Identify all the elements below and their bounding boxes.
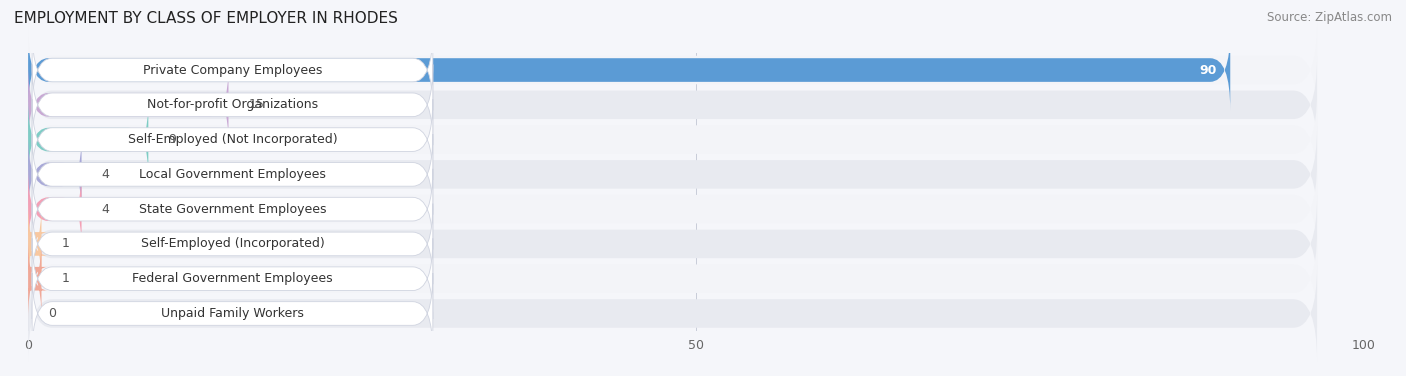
Text: 4: 4 [101, 168, 110, 181]
FancyBboxPatch shape [32, 30, 433, 111]
FancyBboxPatch shape [28, 99, 149, 180]
FancyBboxPatch shape [32, 238, 433, 319]
Text: Self-Employed (Incorporated): Self-Employed (Incorporated) [141, 237, 325, 250]
FancyBboxPatch shape [32, 64, 433, 145]
FancyBboxPatch shape [21, 238, 48, 319]
FancyBboxPatch shape [28, 91, 1317, 188]
Text: 90: 90 [1199, 64, 1218, 77]
Text: Source: ZipAtlas.com: Source: ZipAtlas.com [1267, 11, 1392, 24]
Text: 1: 1 [62, 272, 69, 285]
FancyBboxPatch shape [32, 169, 433, 250]
Text: 4: 4 [101, 203, 110, 216]
Text: 1: 1 [62, 237, 69, 250]
FancyBboxPatch shape [32, 99, 433, 180]
FancyBboxPatch shape [28, 230, 1317, 327]
Text: Unpaid Family Workers: Unpaid Family Workers [162, 307, 304, 320]
FancyBboxPatch shape [21, 203, 48, 284]
FancyBboxPatch shape [32, 203, 433, 284]
Text: 15: 15 [249, 98, 264, 111]
Text: 0: 0 [48, 307, 56, 320]
FancyBboxPatch shape [28, 30, 1230, 111]
FancyBboxPatch shape [28, 265, 1317, 362]
FancyBboxPatch shape [28, 22, 1317, 118]
FancyBboxPatch shape [28, 134, 82, 215]
FancyBboxPatch shape [28, 56, 1317, 153]
FancyBboxPatch shape [28, 126, 1317, 223]
FancyBboxPatch shape [28, 64, 229, 145]
Text: 9: 9 [169, 133, 176, 146]
Text: Not-for-profit Organizations: Not-for-profit Organizations [146, 98, 318, 111]
Text: Private Company Employees: Private Company Employees [143, 64, 322, 77]
FancyBboxPatch shape [32, 273, 433, 354]
Text: EMPLOYMENT BY CLASS OF EMPLOYER IN RHODES: EMPLOYMENT BY CLASS OF EMPLOYER IN RHODE… [14, 11, 398, 26]
Text: Self-Employed (Not Incorporated): Self-Employed (Not Incorporated) [128, 133, 337, 146]
Text: Federal Government Employees: Federal Government Employees [132, 272, 333, 285]
FancyBboxPatch shape [28, 196, 1317, 292]
FancyBboxPatch shape [28, 161, 1317, 258]
FancyBboxPatch shape [28, 169, 82, 250]
FancyBboxPatch shape [32, 134, 433, 215]
Text: Local Government Employees: Local Government Employees [139, 168, 326, 181]
Text: State Government Employees: State Government Employees [139, 203, 326, 216]
